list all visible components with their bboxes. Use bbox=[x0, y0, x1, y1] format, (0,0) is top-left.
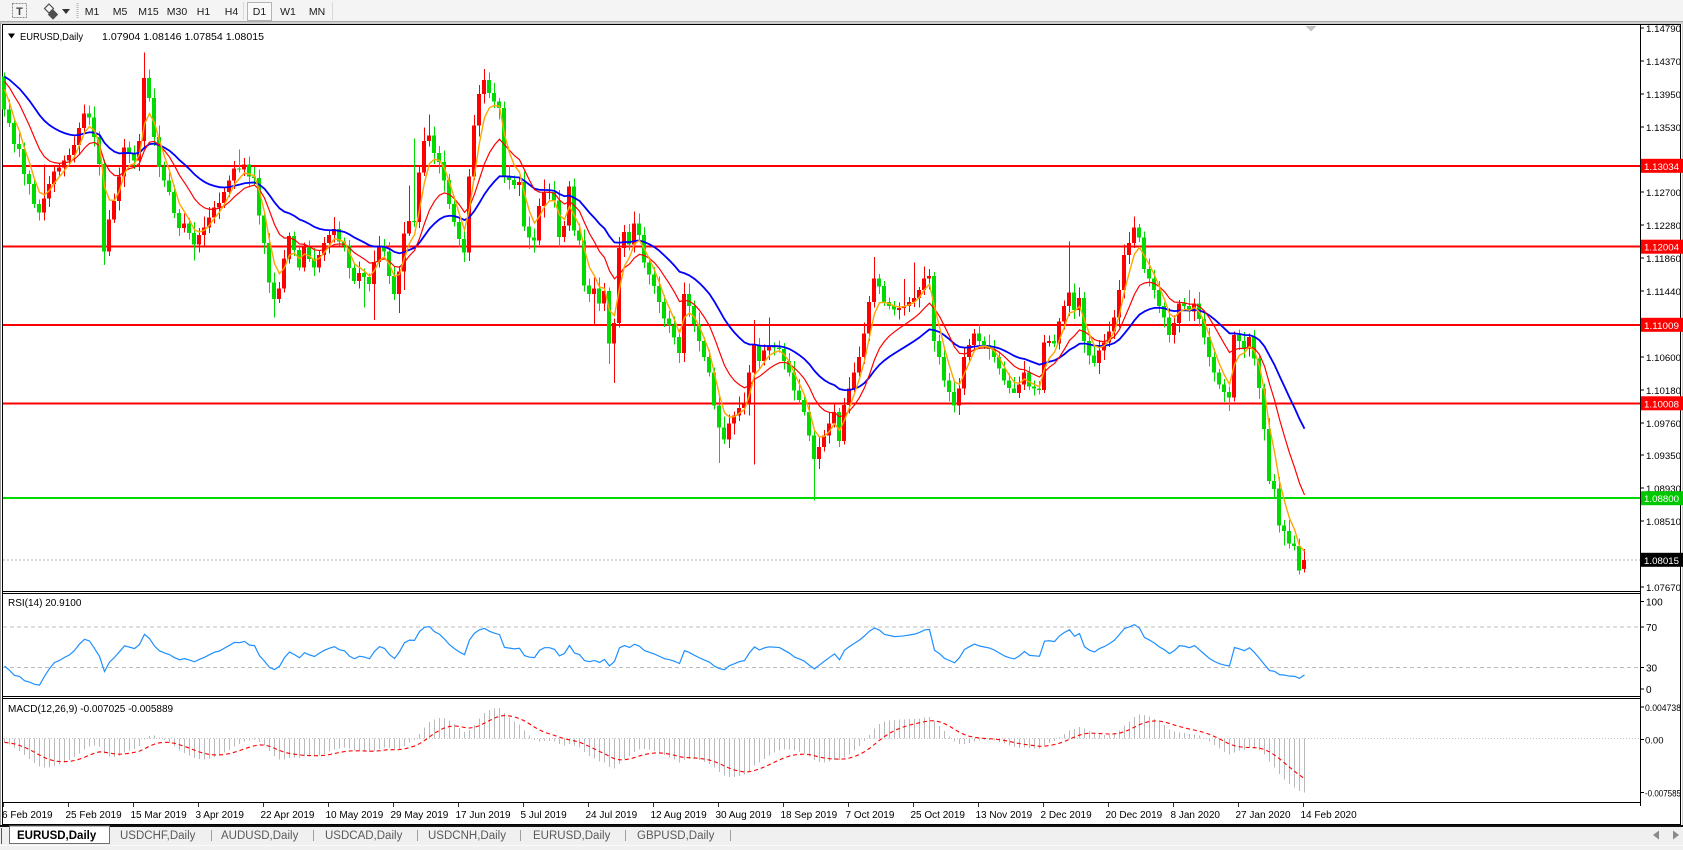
svg-text:3 Apr 2019: 3 Apr 2019 bbox=[196, 810, 245, 821]
svg-text:M1: M1 bbox=[85, 6, 100, 18]
svg-text:27 Jan 2020: 27 Jan 2020 bbox=[1236, 810, 1291, 821]
svg-text:1.11009: 1.11009 bbox=[1644, 321, 1679, 332]
svg-text:1.12700: 1.12700 bbox=[1646, 188, 1681, 199]
svg-text:-0.007585: -0.007585 bbox=[1645, 789, 1681, 800]
svg-text:1.11860: 1.11860 bbox=[1646, 254, 1681, 265]
svg-text:1.14790: 1.14790 bbox=[1646, 24, 1681, 35]
svg-text:EURUSD,Daily: EURUSD,Daily bbox=[17, 830, 97, 842]
svg-text:1.08930: 1.08930 bbox=[1646, 484, 1681, 495]
svg-text:M15: M15 bbox=[138, 6, 159, 18]
svg-text:1.13034: 1.13034 bbox=[1644, 162, 1679, 173]
svg-text:USDCAD,Daily: USDCAD,Daily bbox=[325, 830, 403, 842]
svg-text:18 Sep 2019: 18 Sep 2019 bbox=[781, 810, 838, 821]
svg-text:1.13950: 1.13950 bbox=[1646, 90, 1681, 101]
svg-text:30: 30 bbox=[1646, 664, 1658, 675]
svg-text:EURUSD,Daily: EURUSD,Daily bbox=[20, 31, 84, 43]
svg-text:100: 100 bbox=[1646, 598, 1663, 609]
svg-text:RSI(14) 20.9100: RSI(14) 20.9100 bbox=[8, 598, 82, 609]
svg-text:5 Jul 2019: 5 Jul 2019 bbox=[521, 810, 568, 821]
svg-text:1.08015: 1.08015 bbox=[1644, 556, 1679, 567]
svg-text:USDCHF,Daily: USDCHF,Daily bbox=[120, 830, 196, 842]
svg-text:GBPUSD,Daily: GBPUSD,Daily bbox=[637, 830, 715, 842]
svg-text:25 Oct 2019: 25 Oct 2019 bbox=[911, 810, 966, 821]
svg-text:1.14370: 1.14370 bbox=[1646, 57, 1681, 68]
svg-text:H1: H1 bbox=[197, 6, 211, 18]
svg-text:15 Mar 2019: 15 Mar 2019 bbox=[131, 810, 188, 821]
svg-text:1.10600: 1.10600 bbox=[1646, 353, 1681, 364]
svg-text:17 Jun 2019: 17 Jun 2019 bbox=[456, 810, 511, 821]
svg-text:1.12280: 1.12280 bbox=[1646, 221, 1681, 232]
svg-text:1.07670: 1.07670 bbox=[1646, 583, 1681, 594]
svg-text:USDCNH,Daily: USDCNH,Daily bbox=[428, 830, 506, 842]
svg-text:H4: H4 bbox=[225, 6, 239, 18]
svg-text:1.13530: 1.13530 bbox=[1646, 123, 1681, 134]
svg-text:D1: D1 bbox=[253, 6, 267, 18]
svg-text:AUDUSD,Daily: AUDUSD,Daily bbox=[221, 830, 299, 842]
svg-text:M5: M5 bbox=[113, 6, 128, 18]
svg-text:2 Dec 2019: 2 Dec 2019 bbox=[1041, 810, 1093, 821]
svg-text:8 Jan 2020: 8 Jan 2020 bbox=[1171, 810, 1221, 821]
svg-text:MACD(12,26,9) -0.007025 -0.005: MACD(12,26,9) -0.007025 -0.005889 bbox=[8, 704, 174, 715]
svg-text:1.07904 1.08146 1.07854 1.0801: 1.07904 1.08146 1.07854 1.08015 bbox=[102, 31, 264, 43]
svg-text:6 Feb 2019: 6 Feb 2019 bbox=[2, 810, 53, 821]
svg-text:12 Aug 2019: 12 Aug 2019 bbox=[651, 810, 708, 821]
svg-text:MN: MN bbox=[309, 6, 325, 18]
svg-text:14 Feb 2020: 14 Feb 2020 bbox=[1301, 810, 1358, 821]
svg-text:10 May 2019: 10 May 2019 bbox=[326, 810, 384, 821]
svg-text:1.10180: 1.10180 bbox=[1646, 386, 1681, 397]
svg-text:7 Oct 2019: 7 Oct 2019 bbox=[846, 810, 895, 821]
svg-text:W1: W1 bbox=[280, 6, 296, 18]
svg-text:T: T bbox=[16, 6, 23, 18]
svg-text:M30: M30 bbox=[167, 6, 188, 18]
svg-text:1.09350: 1.09350 bbox=[1646, 451, 1681, 462]
svg-text:0.004738: 0.004738 bbox=[1645, 703, 1681, 714]
svg-text:1.09760: 1.09760 bbox=[1646, 419, 1681, 430]
svg-text:0: 0 bbox=[1646, 685, 1652, 696]
svg-text:1.10008: 1.10008 bbox=[1644, 399, 1679, 410]
svg-text:70: 70 bbox=[1646, 623, 1658, 634]
svg-text:0.00: 0.00 bbox=[1645, 735, 1664, 746]
svg-text:1.08800: 1.08800 bbox=[1644, 494, 1679, 505]
svg-text:1.08510: 1.08510 bbox=[1646, 517, 1681, 528]
svg-text:EURUSD,Daily: EURUSD,Daily bbox=[533, 830, 611, 842]
svg-text:13 Nov 2019: 13 Nov 2019 bbox=[976, 810, 1033, 821]
svg-text:25 Feb 2019: 25 Feb 2019 bbox=[66, 810, 123, 821]
svg-text:29 May 2019: 29 May 2019 bbox=[391, 810, 449, 821]
svg-text:1.12004: 1.12004 bbox=[1644, 243, 1679, 254]
svg-text:30 Aug 2019: 30 Aug 2019 bbox=[716, 810, 773, 821]
svg-text:24 Jul 2019: 24 Jul 2019 bbox=[586, 810, 638, 821]
svg-text:1.11440: 1.11440 bbox=[1646, 287, 1681, 298]
svg-text:20 Dec 2019: 20 Dec 2019 bbox=[1106, 810, 1163, 821]
svg-text:22 Apr 2019: 22 Apr 2019 bbox=[261, 810, 315, 821]
